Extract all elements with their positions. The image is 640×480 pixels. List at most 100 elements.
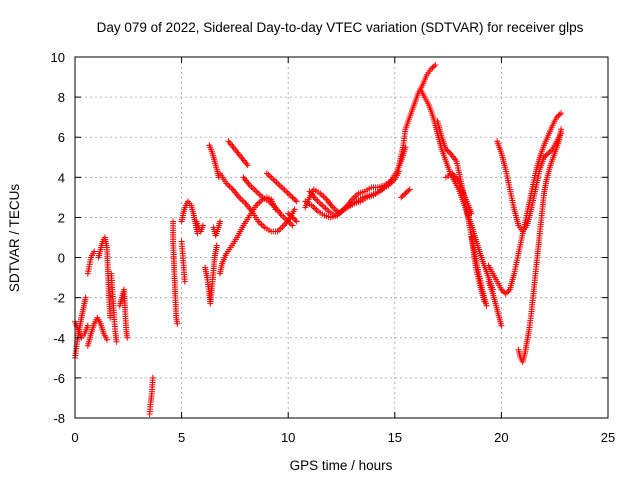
data-point [399, 193, 406, 200]
series-mid-a [170, 218, 181, 327]
y-tick-label: 4 [58, 170, 65, 185]
data-point [289, 194, 296, 201]
plot-frame [74, 56, 609, 419]
y-tick-label: 6 [58, 130, 65, 145]
data-point [199, 222, 206, 229]
y-tick-label: 0 [58, 251, 65, 266]
data-point [311, 205, 318, 212]
data-point [268, 174, 275, 181]
data-point [288, 221, 295, 228]
data-point [405, 187, 412, 194]
data-point [555, 112, 562, 119]
data-point [260, 222, 267, 229]
data-point [286, 219, 293, 226]
y-tick-label: -8 [53, 411, 65, 426]
data-point [290, 195, 297, 202]
y-tick-label: 2 [58, 210, 65, 225]
data-point [113, 338, 120, 345]
data-point [444, 147, 451, 154]
data-point [542, 152, 549, 159]
data-point [548, 147, 555, 154]
series-mid-g [210, 218, 223, 239]
data-point [254, 189, 261, 196]
data-point [226, 183, 233, 190]
data-point [213, 242, 220, 249]
data-point [124, 334, 131, 341]
data-point [292, 217, 299, 224]
x-tick-label: 15 [388, 430, 402, 445]
data-point [292, 197, 299, 204]
series-fall-e [468, 234, 488, 305]
data-point [541, 154, 548, 161]
data-point [546, 148, 553, 155]
data-point [558, 110, 565, 117]
data-point [277, 225, 284, 232]
axis-ticks: 0 5 10 15 20 25 -8 -6 -4 -2 0 2 4 6 8 10 [51, 50, 616, 445]
data-point [194, 230, 201, 237]
x-tick-label: 0 [71, 430, 78, 445]
data-point [288, 213, 295, 220]
data-point [310, 203, 317, 210]
data-point [240, 198, 247, 205]
data-point [483, 302, 490, 309]
data-point [429, 64, 436, 71]
data-point [103, 336, 110, 343]
data-point [324, 206, 331, 213]
data-point [313, 206, 320, 213]
data-point [216, 218, 223, 225]
data-point [428, 66, 435, 73]
data-point [265, 171, 272, 178]
series-valley-d [515, 126, 565, 365]
data-point [319, 202, 326, 209]
data-point [543, 151, 550, 158]
series-early-e [95, 234, 114, 321]
data-point [107, 314, 114, 321]
series-mid-f [206, 142, 222, 181]
series-low [146, 374, 156, 417]
data-point [237, 195, 244, 202]
data-point [406, 186, 413, 193]
y-tick-label: 8 [58, 90, 65, 105]
series-early-c [84, 314, 110, 349]
data-point [289, 214, 296, 221]
data-point [276, 182, 283, 189]
series-main-b [302, 168, 403, 221]
series-early-d [84, 248, 98, 277]
data-point [403, 189, 410, 196]
series-mid-k [240, 174, 296, 229]
data-point [256, 199, 263, 206]
data-point [502, 290, 509, 297]
data-point [318, 191, 325, 198]
data-point [251, 186, 258, 193]
data-point [91, 248, 98, 255]
data-point [545, 150, 552, 157]
data-point [401, 191, 408, 198]
series-fall-a [417, 86, 496, 293]
data-point [331, 205, 338, 212]
data-point [481, 298, 488, 305]
data-point [286, 191, 293, 198]
data-point [181, 278, 188, 285]
grid-lines [75, 57, 608, 418]
y-tick-label: -4 [53, 331, 65, 346]
series-fall-d [442, 170, 475, 217]
series-mid-m [285, 210, 300, 225]
series-mid-l [263, 170, 300, 205]
data-point [498, 286, 505, 293]
x-axis-label: GPS time / hours [290, 458, 393, 473]
x-tick-label: 25 [601, 430, 615, 445]
data-point [398, 194, 405, 201]
data-point [432, 62, 439, 69]
data-point [430, 63, 437, 70]
data-point [553, 114, 560, 121]
y-tick-label: -6 [53, 371, 65, 386]
data-point [258, 221, 265, 228]
data-point [291, 206, 298, 213]
data-point [263, 170, 270, 177]
data-point [84, 322, 91, 329]
series-early-g [116, 286, 131, 341]
data-point [504, 289, 511, 296]
series-rise [396, 62, 439, 169]
series-valley-a [485, 110, 565, 297]
